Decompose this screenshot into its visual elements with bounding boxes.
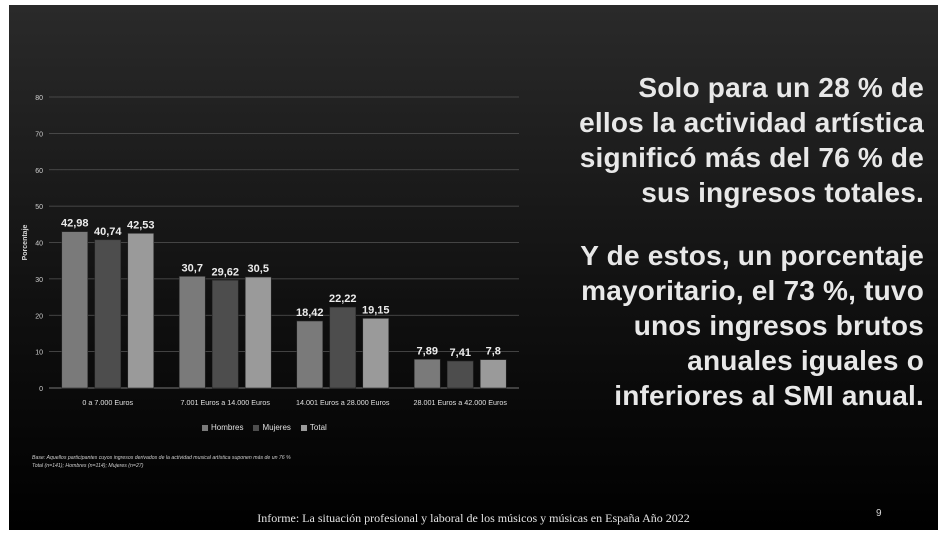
y-tick-label-20: 20 bbox=[35, 313, 43, 320]
data-label-total-2: 19,15 bbox=[362, 304, 390, 316]
data-label-total-3: 7,8 bbox=[486, 346, 501, 358]
data-label-hombres-1: 30,7 bbox=[182, 262, 203, 274]
data-label-hombres-2: 18,42 bbox=[296, 307, 324, 319]
headline-line-4: sus ingresos totales. bbox=[641, 177, 924, 208]
bar-chart: 0 10 20 30 40 50 60 70 80 Porcentaje 42,98 40,74 42,… bbox=[22, 95, 519, 407]
bar-hombres-3 bbox=[413, 359, 441, 389]
data-label-mujeres-0: 40,74 bbox=[94, 226, 122, 238]
headline-line-5: Y de estos, un porcentaje bbox=[580, 240, 924, 271]
x-category-label-1: 7.001 Euros a 14.000 Euros bbox=[180, 398, 270, 407]
y-tick-label-0: 0 bbox=[39, 386, 43, 393]
y-tick-label-40: 40 bbox=[35, 241, 43, 248]
note-line-1: Base: Aquellos participantes cuyos ingre… bbox=[32, 455, 291, 461]
bar-mujeres-1 bbox=[211, 279, 239, 389]
legend-swatch-hombres bbox=[202, 424, 208, 431]
legend-label-total: Total bbox=[309, 423, 327, 432]
y-tick-label-70: 70 bbox=[35, 131, 43, 138]
data-label-mujeres-1: 29,62 bbox=[211, 266, 239, 278]
headline-line-9: inferiores al SMI anual. bbox=[614, 380, 924, 411]
legend-swatch-total bbox=[300, 424, 307, 431]
legend-label-hombres: Hombres bbox=[211, 423, 244, 432]
y-tick-label-50: 50 bbox=[35, 204, 43, 211]
headline-line-2: ellos la actividad artística bbox=[579, 107, 924, 138]
chart-base-note: Base: Aquellos participantes cuyos ingre… bbox=[32, 454, 452, 470]
chart-legend: Hombres Mujeres Total bbox=[202, 423, 327, 432]
bar-total-3 bbox=[479, 359, 507, 389]
note-line-2: Total (n=141); Hombres (n=114); Mujeres … bbox=[32, 463, 144, 469]
data-label-total-1: 30,5 bbox=[248, 263, 269, 275]
legend-item-mujeres: Mujeres bbox=[253, 423, 291, 432]
headline-line-1: Solo para un 28 % de bbox=[638, 72, 924, 103]
headline-line-8: anuales iguales o bbox=[687, 345, 924, 376]
legend-swatch-mujeres bbox=[253, 424, 260, 431]
bar-mujeres-0 bbox=[94, 239, 122, 389]
headline-line-3: significó más del 76 % de bbox=[579, 142, 924, 173]
x-category-label-0: 0 a 7.000 Euros bbox=[82, 398, 133, 407]
y-tick-label-10: 10 bbox=[35, 350, 43, 357]
page-number: 9 bbox=[876, 508, 882, 519]
y-tick-label-60: 60 bbox=[35, 168, 43, 175]
y-axis-label: Porcentaje bbox=[22, 224, 29, 260]
headline-line-6: mayoritario, el 73 %, tuvo bbox=[581, 275, 924, 306]
x-category-label-2: 14.001 Euros a 28.000 Euros bbox=[296, 398, 390, 407]
bar-hombres-1 bbox=[178, 276, 206, 389]
legend-item-hombres: Hombres bbox=[202, 423, 243, 432]
data-label-hombres-3: 7,89 bbox=[417, 345, 438, 357]
data-label-hombres-0: 42,98 bbox=[61, 218, 89, 230]
data-label-total-0: 42,53 bbox=[127, 219, 155, 231]
x-category-label-3: 28.001 Euros a 42.000 Euros bbox=[413, 398, 507, 407]
bar-hombres-0 bbox=[61, 231, 89, 389]
y-tick-label-80: 80 bbox=[35, 95, 43, 102]
bar-total-1 bbox=[244, 276, 272, 389]
data-label-mujeres-3: 7,41 bbox=[450, 347, 471, 359]
data-label-mujeres-2: 22,22 bbox=[329, 293, 357, 305]
headline-gap bbox=[529, 210, 924, 238]
slide: 0 10 20 30 40 50 60 70 80 Porcentaje 42,98 40,74 42,… bbox=[9, 5, 938, 530]
y-tick-label-30: 30 bbox=[35, 277, 43, 284]
report-footer: Informe: La situación profesional y labo… bbox=[257, 511, 690, 525]
headline-line-7: unos ingresos brutos bbox=[633, 310, 924, 341]
bar-hombres-2 bbox=[296, 320, 324, 389]
legend-item-total: Total bbox=[300, 423, 327, 432]
bar-total-0 bbox=[127, 232, 155, 389]
bar-total-2 bbox=[362, 318, 390, 389]
bar-mujeres-3 bbox=[446, 360, 474, 389]
bar-mujeres-2 bbox=[329, 306, 357, 389]
legend-label-mujeres: Mujeres bbox=[262, 423, 291, 432]
headline-text: Solo para un 28 % de ellos la actividad … bbox=[529, 70, 924, 413]
